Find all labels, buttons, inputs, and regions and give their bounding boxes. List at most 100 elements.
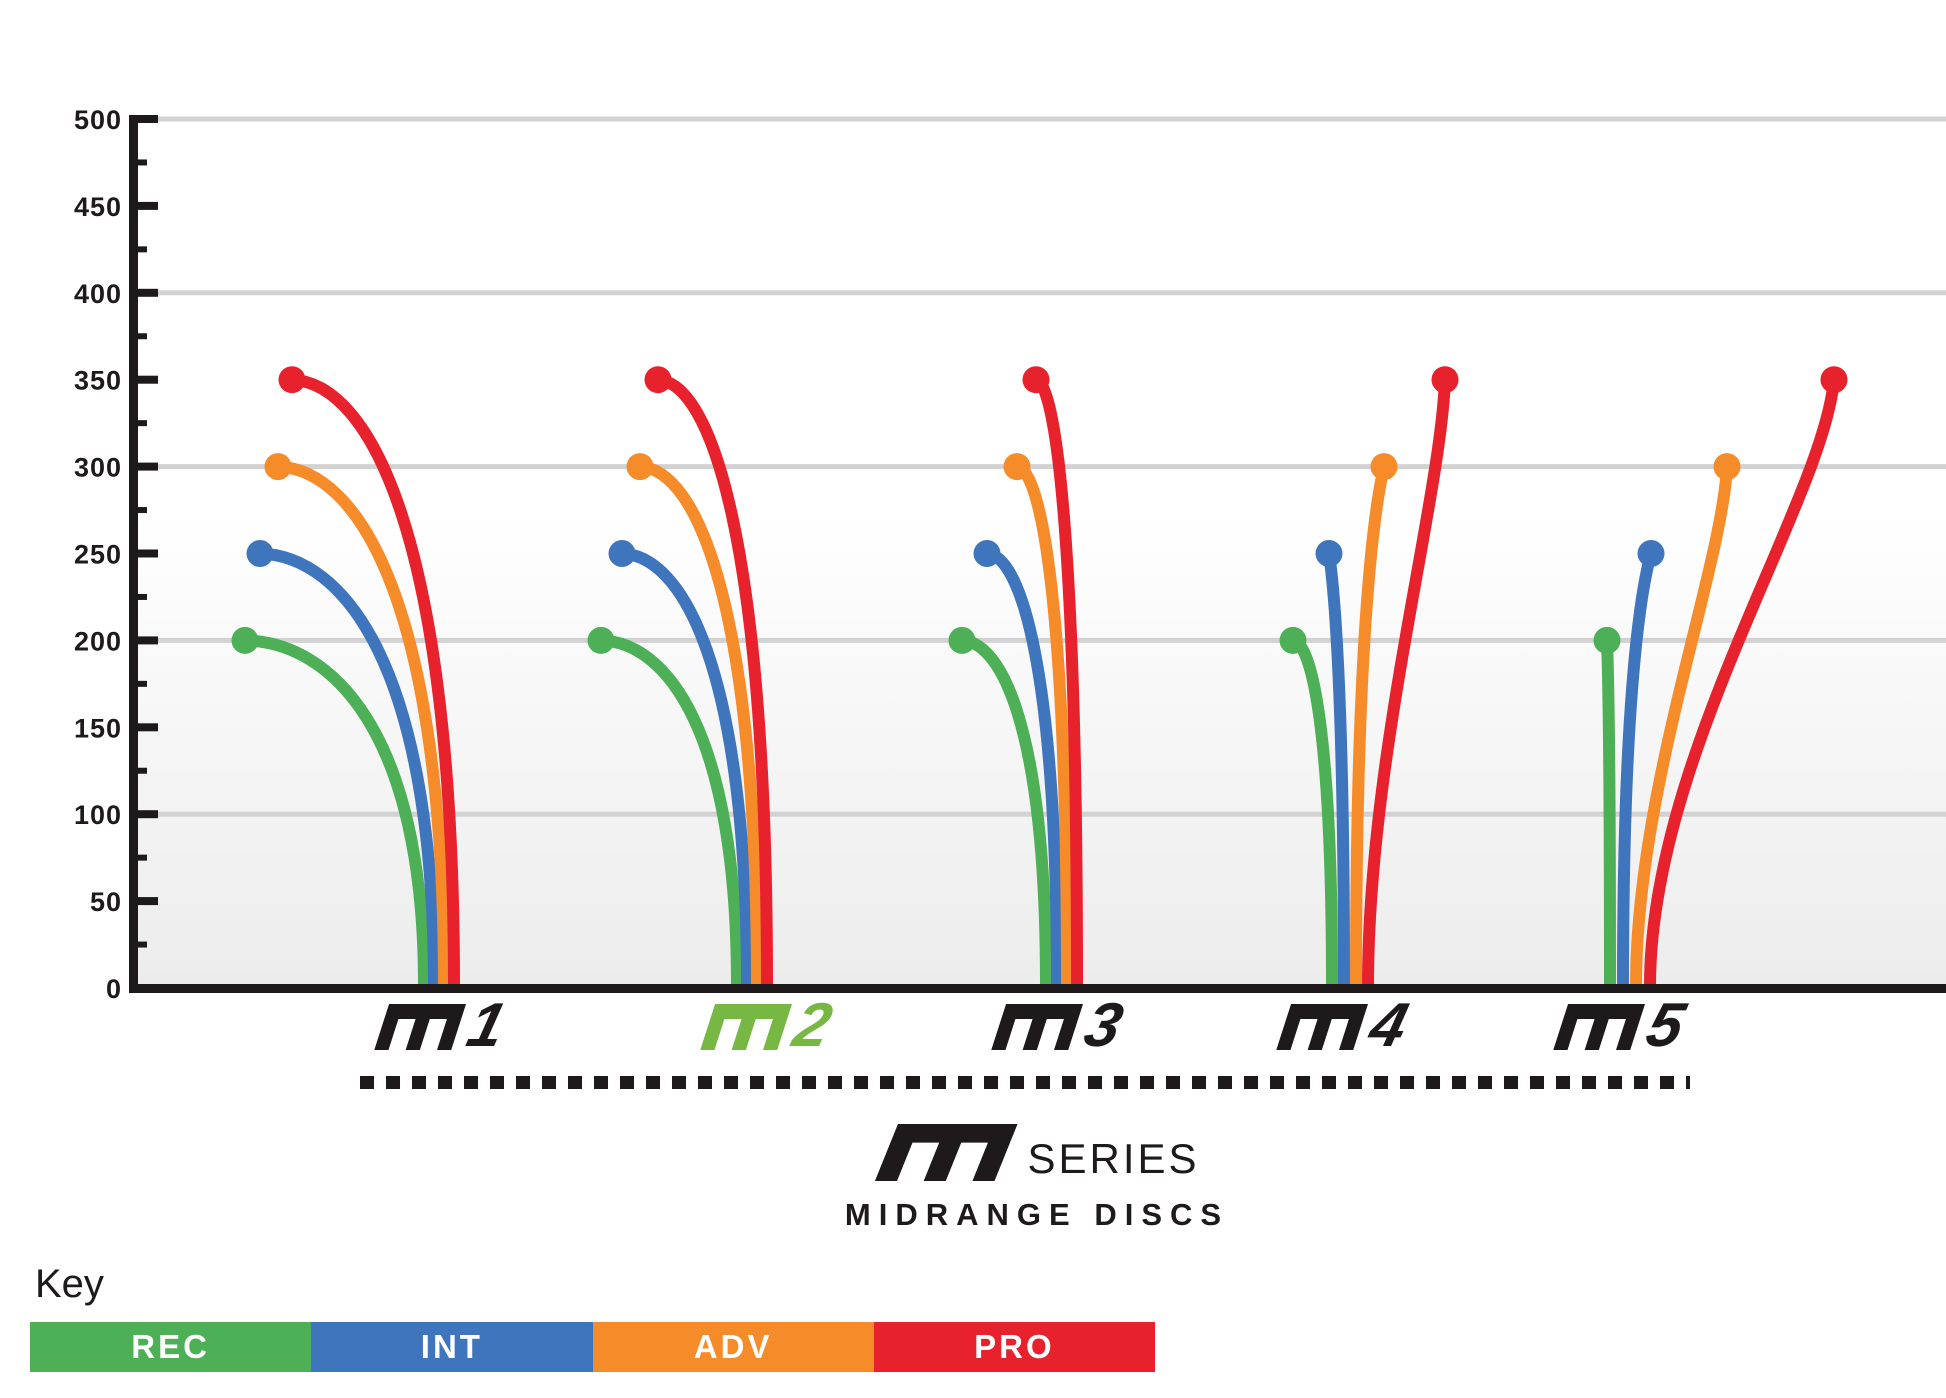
flight-path-m3-rec (956, 634, 1052, 992)
flight-path-m2-int (616, 547, 753, 992)
y-tick-label-100: 100 (74, 800, 122, 830)
landing-dot-m3-pro (1022, 366, 1050, 394)
flight-group-m2 (587, 366, 773, 992)
flight-path-m4-adv (1350, 460, 1390, 992)
flight-path-m5-rec (1601, 634, 1616, 992)
flight-group-m3 (948, 366, 1083, 992)
m-glyph-icon (700, 1004, 793, 1050)
key-title: Key (35, 1262, 104, 1306)
landing-dot-m3-int (973, 540, 1001, 567)
legend-bar: REC INT ADV PRO (30, 1322, 1155, 1372)
landing-dot-m4-rec (1279, 626, 1307, 654)
flight-curves (231, 366, 1848, 992)
y-tick-label-350: 350 (74, 366, 122, 396)
minor-tick-425 (133, 246, 147, 253)
landing-dot-m3-adv (1003, 453, 1031, 481)
disc-label-m4: 4 (1276, 991, 1412, 1060)
y-tick-label-250: 250 (74, 540, 122, 570)
major-tick-400 (133, 288, 158, 297)
minor-tick-225 (133, 593, 147, 600)
disc-label-m3: 3 (991, 991, 1127, 1060)
legend-segment-rec: REC (30, 1322, 312, 1372)
m-glyph-icon (1276, 1004, 1369, 1050)
major-tick-350 (133, 375, 158, 384)
y-axis-tick-labels: 0 50 100 150 200 250 300 350 400 450 500 (74, 105, 122, 1000)
major-tick-50 (133, 897, 158, 906)
landing-dot-m5-rec (1593, 626, 1621, 654)
flight-group-m4 (1279, 366, 1459, 992)
y-tick-label-500: 500 (74, 105, 122, 135)
minor-tick-75 (133, 854, 147, 861)
major-tick-100 (133, 810, 158, 819)
y-tick-label-450: 450 (74, 192, 122, 222)
dotted-separator (360, 1076, 1690, 1089)
flight-chart: 0 50 100 150 200 250 300 350 400 450 500 (74, 105, 1946, 1000)
disc-number: 5 (1639, 991, 1690, 1060)
m-glyph-icon (1553, 1004, 1646, 1050)
landing-dot-m2-rec (587, 626, 615, 654)
landing-dot-m5-pro (1820, 366, 1848, 394)
minor-tick-125 (133, 767, 147, 774)
landing-dot-m5-adv (1713, 453, 1741, 481)
landing-dot-m4-pro (1431, 366, 1459, 394)
disc-number: 1 (460, 991, 511, 1060)
major-tick-450 (133, 201, 158, 210)
disc-number: 2 (786, 991, 837, 1060)
minor-tick-325 (133, 420, 147, 427)
series-subtitle: MIDRANGE DISCS (844, 1197, 1230, 1232)
landing-dot-m2-int (608, 540, 636, 567)
y-tick-label-200: 200 (74, 626, 122, 656)
m-glyph-icon (374, 1004, 467, 1050)
flight-path-m3-pro (1030, 373, 1083, 992)
flight-path-m1-adv (272, 460, 450, 992)
y-tick-label-50: 50 (90, 887, 122, 917)
series-logo-block: SERIES MIDRANGE DISCS (845, 1124, 1229, 1233)
flight-path-m5-pro (1644, 373, 1840, 992)
disc-label-m5: 5 (1553, 991, 1689, 1060)
legend-segment-pro: PRO (873, 1322, 1155, 1372)
y-tick-label-300: 300 (74, 453, 122, 483)
disc-label-m1: 1 (374, 991, 510, 1060)
axes (129, 115, 1946, 993)
minor-tick-25 (133, 941, 147, 948)
flight-path-m2-adv (634, 460, 763, 992)
flight-path-m1-rec (239, 634, 430, 992)
minor-tick-175 (133, 680, 147, 687)
landing-dot-m1-int (246, 540, 274, 567)
flight-path-m2-pro (652, 373, 773, 992)
major-tick-300 (133, 462, 158, 471)
flight-path-m4-int (1323, 547, 1350, 992)
landing-dot-m3-rec (948, 626, 976, 654)
landing-dot-m5-int (1637, 540, 1665, 567)
series-title: SERIES (1027, 1135, 1200, 1182)
flight-path-m1-pro (286, 373, 460, 992)
x-axis-line (129, 984, 1946, 993)
minor-tick-375 (133, 333, 147, 340)
flight-path-m2-rec (595, 634, 743, 992)
landing-dot-m2-adv (626, 453, 654, 481)
disc-number: 4 (1362, 991, 1413, 1060)
landing-dot-m1-pro (278, 366, 306, 394)
flight-path-m5-adv (1630, 460, 1733, 992)
flight-path-m3-int (981, 547, 1063, 992)
y-tick-label-150: 150 (74, 713, 122, 743)
major-tick-500 (133, 115, 158, 123)
landing-dot-m2-pro (644, 366, 672, 394)
flight-group-m1 (231, 366, 460, 992)
flight-path-m4-pro (1362, 373, 1451, 992)
landing-dot-m1-adv (264, 453, 292, 481)
landing-dot-m4-int (1315, 540, 1343, 567)
legend-segment-adv: ADV (592, 1322, 874, 1372)
flight-path-m5-int (1617, 547, 1657, 992)
m-logo-icon (874, 1124, 1018, 1181)
legend-segment-int: INT (311, 1322, 593, 1372)
flight-path-m3-adv (1011, 460, 1073, 992)
disc-number: 3 (1077, 991, 1128, 1060)
flight-group-m5 (1593, 366, 1848, 992)
major-tick-200 (133, 636, 158, 645)
minor-tick-275 (133, 507, 147, 514)
flight-path-m1-int (254, 547, 440, 992)
disc-label-m2: 2 (700, 991, 836, 1060)
landing-dot-m4-adv (1370, 453, 1398, 481)
